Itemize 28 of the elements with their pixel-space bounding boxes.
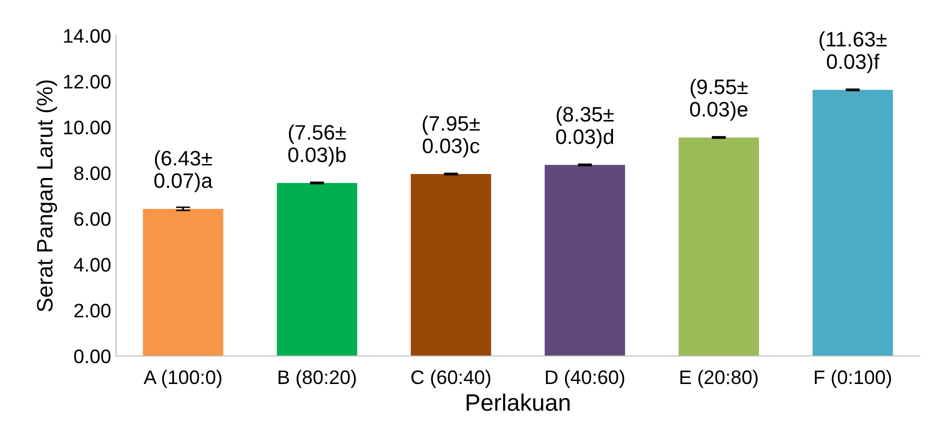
x-tick-label: D (40:60): [546, 370, 624, 388]
x-tick-label: A (100:0): [144, 370, 222, 388]
x-tick-label: E (20:80): [680, 370, 758, 388]
data-label: (7.56± 0.03)b: [288, 124, 346, 166]
bar: [812, 90, 893, 356]
x-tick-label: B (80:20): [278, 370, 356, 388]
x-tick-label: F (0:100): [814, 370, 891, 388]
y-tick-label: 2.00: [74, 304, 111, 318]
x-tick-label: C (60:40): [411, 370, 490, 388]
bar: [544, 164, 626, 356]
y-tick-label: 10.00: [64, 120, 111, 134]
y-tick-label: 4.00: [74, 258, 111, 272]
data-label: (8.35± 0.03)d: [556, 106, 614, 148]
data-label: (7.95± 0.03)c: [422, 116, 480, 158]
data-label: (9.55± 0.03)e: [690, 78, 748, 121]
data-label: (6.43± 0.07)a: [154, 150, 213, 192]
data-label: (11.63± 0.03)f: [820, 31, 887, 74]
y-tick-label: 12.00: [64, 74, 111, 89]
bar: [678, 137, 759, 356]
y-axis-title: Serat Pangan Larut (%): [36, 80, 58, 312]
y-tick-label: 6.00: [74, 212, 111, 226]
bar: [276, 182, 358, 356]
y-tick-label: 8.00: [74, 166, 111, 180]
y-tick-label: 0.00: [74, 349, 111, 364]
bar: [142, 208, 224, 356]
bar: [410, 174, 492, 356]
x-axis-title: Perlakuan: [466, 394, 570, 411]
y-tick-label: 14.00: [64, 29, 111, 43]
